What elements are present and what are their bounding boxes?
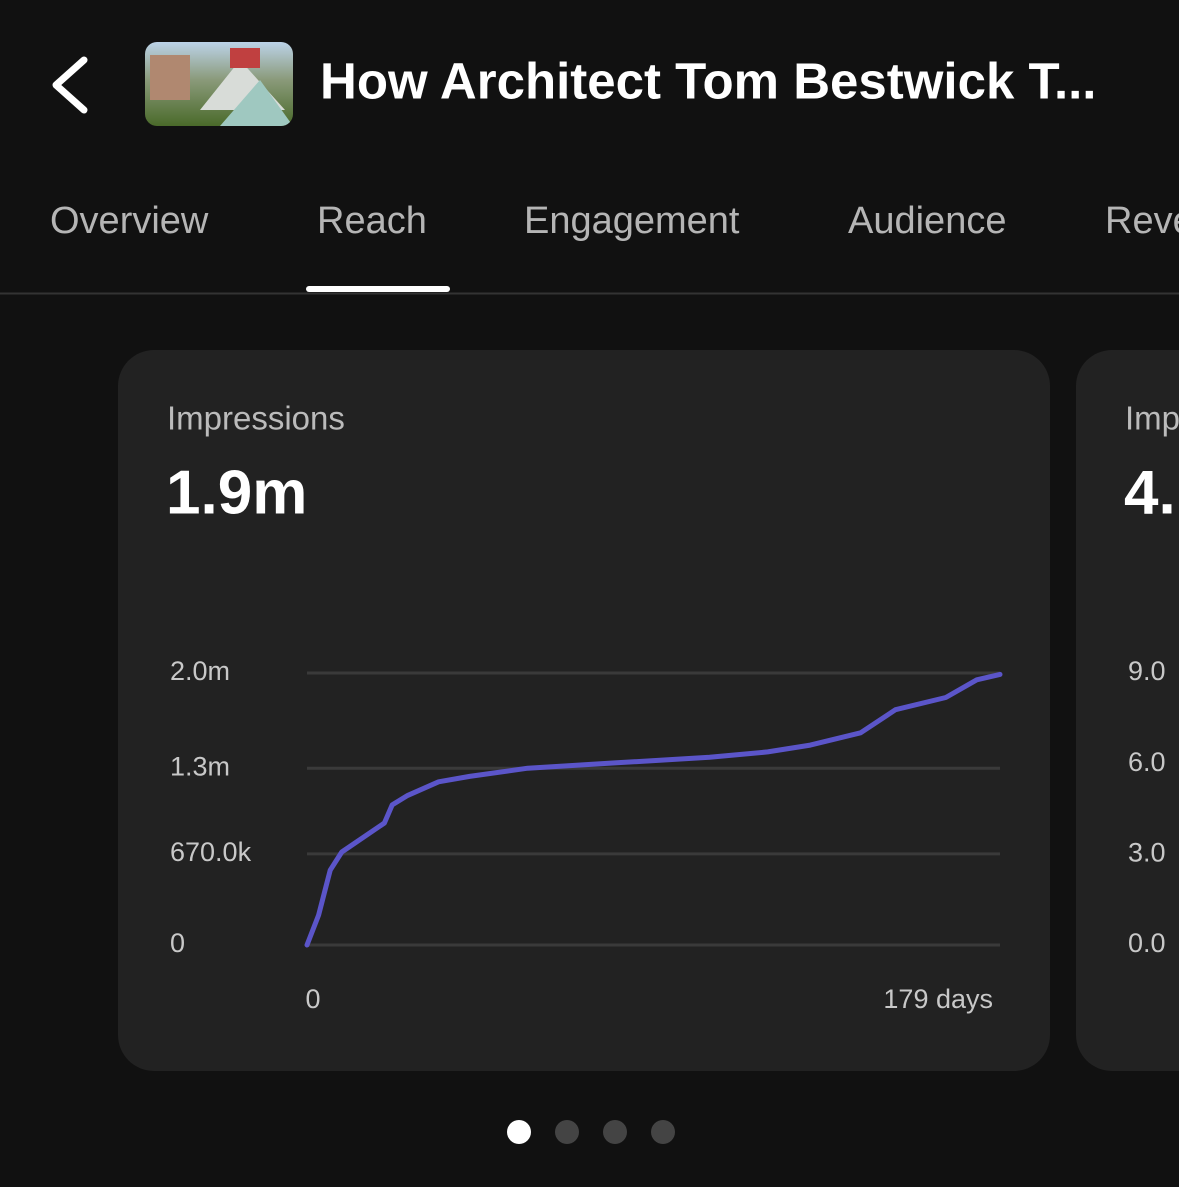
y-tick-label: 6.0	[1128, 747, 1166, 777]
metric-value: 4.	[1124, 458, 1176, 527]
tab[interactable]: Engagement	[524, 200, 740, 242]
page-dot[interactable]	[507, 1120, 531, 1144]
y-tick-label: 2.0m	[170, 656, 230, 686]
video-title: How Architect Tom Bestwick T...	[320, 52, 1096, 109]
y-tick-label: 670.0k	[170, 837, 252, 867]
y-tick-label: 9.0	[1128, 656, 1166, 686]
x-tick-label: 179 days	[883, 984, 993, 1014]
card[interactable]	[118, 350, 1050, 1071]
metric-label: Impressions	[167, 400, 345, 437]
page-dot[interactable]	[603, 1120, 627, 1144]
page-dot[interactable]	[555, 1120, 579, 1144]
tab[interactable]: Overview	[50, 200, 209, 242]
tab-bar: Overview Reach Engagement Audience Reve	[50, 200, 1179, 242]
metric-value: 1.9m	[166, 458, 307, 527]
thumbnail[interactable]	[145, 42, 293, 126]
tab[interactable]: Reve	[1105, 200, 1179, 242]
y-tick-label: 1.3m	[170, 751, 230, 781]
y-tick-label: 0	[170, 928, 185, 958]
tab-indicator	[306, 286, 450, 292]
tab[interactable]: Reach	[317, 200, 427, 242]
y-tick-label: 0.0	[1128, 928, 1166, 958]
y-tick-label: 3.0	[1128, 837, 1166, 867]
card[interactable]	[1076, 350, 1179, 1071]
x-tick-label: 0	[305, 984, 320, 1014]
metric-label: Imp	[1125, 400, 1179, 437]
back-button[interactable]	[52, 56, 88, 114]
tab[interactable]: Audience	[848, 200, 1006, 242]
line	[304, 671, 1003, 948]
page-dot[interactable]	[651, 1120, 675, 1144]
